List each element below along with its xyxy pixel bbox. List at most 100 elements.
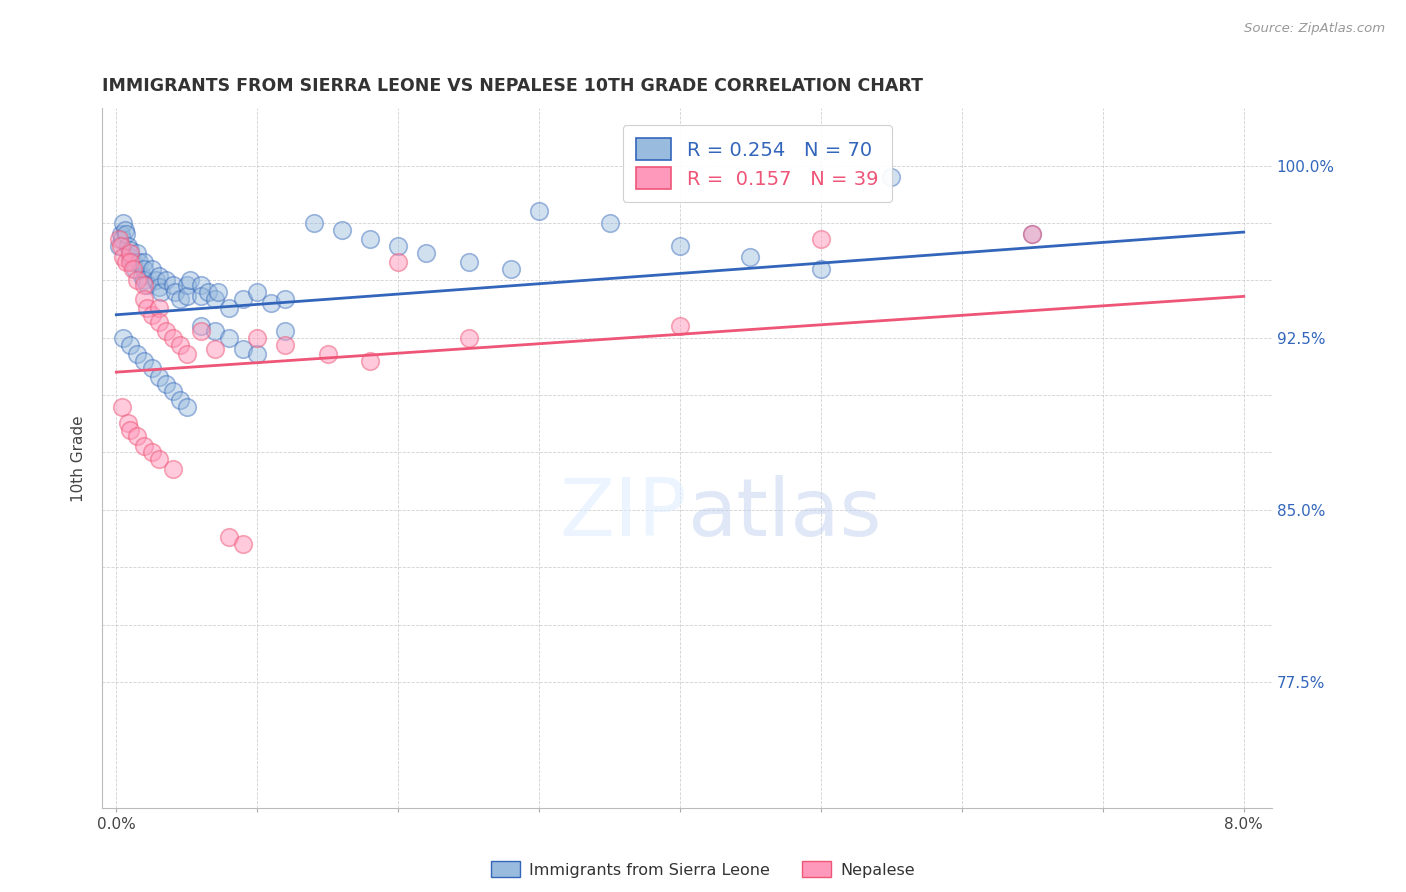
Point bbox=[120, 244, 142, 258]
Point bbox=[190, 324, 212, 338]
Point bbox=[457, 255, 479, 269]
Point bbox=[246, 285, 269, 299]
Point bbox=[740, 251, 762, 265]
Point bbox=[274, 292, 297, 306]
Point bbox=[197, 285, 219, 299]
Point bbox=[120, 251, 142, 265]
Point bbox=[122, 255, 145, 269]
Point bbox=[204, 292, 226, 306]
Point bbox=[122, 261, 145, 276]
Point bbox=[169, 392, 191, 407]
Point bbox=[111, 400, 134, 414]
Text: Source: ZipAtlas.com: Source: ZipAtlas.com bbox=[1244, 22, 1385, 36]
Point bbox=[162, 331, 184, 345]
Point bbox=[204, 324, 226, 338]
Point bbox=[148, 369, 170, 384]
Point bbox=[302, 216, 325, 230]
Point bbox=[112, 251, 135, 265]
Point bbox=[330, 223, 353, 237]
Point bbox=[127, 273, 149, 287]
Point bbox=[120, 337, 142, 351]
Point bbox=[111, 232, 134, 246]
Point bbox=[1021, 227, 1043, 242]
Point bbox=[457, 331, 479, 345]
Point bbox=[810, 261, 832, 276]
Point bbox=[112, 216, 135, 230]
Point bbox=[120, 255, 142, 269]
Text: atlas: atlas bbox=[688, 475, 882, 553]
Point bbox=[176, 289, 198, 303]
Point bbox=[148, 280, 170, 294]
Point bbox=[134, 255, 156, 269]
Point bbox=[134, 277, 156, 292]
Point bbox=[115, 227, 138, 242]
Point bbox=[131, 268, 153, 283]
Point bbox=[176, 277, 198, 292]
Point bbox=[207, 285, 229, 299]
Point bbox=[169, 337, 191, 351]
Point bbox=[669, 239, 692, 253]
Legend: Immigrants from Sierra Leone, Nepalese: Immigrants from Sierra Leone, Nepalese bbox=[485, 855, 921, 884]
Point bbox=[117, 416, 139, 430]
Point bbox=[246, 331, 269, 345]
Point bbox=[128, 255, 150, 269]
Point bbox=[162, 277, 184, 292]
Point bbox=[145, 273, 167, 287]
Point bbox=[155, 376, 177, 391]
Point bbox=[124, 261, 146, 276]
Point bbox=[127, 245, 149, 260]
Point bbox=[359, 232, 381, 246]
Legend: R = 0.254   N = 70, R =  0.157   N = 39: R = 0.254 N = 70, R = 0.157 N = 39 bbox=[623, 125, 891, 202]
Point bbox=[162, 384, 184, 398]
Point bbox=[120, 245, 142, 260]
Point bbox=[148, 301, 170, 315]
Point bbox=[155, 324, 177, 338]
Point bbox=[141, 445, 163, 459]
Point bbox=[274, 324, 297, 338]
Point bbox=[1021, 227, 1043, 242]
Point bbox=[150, 285, 173, 299]
Point bbox=[316, 347, 339, 361]
Point bbox=[387, 255, 409, 269]
Point bbox=[110, 239, 132, 253]
Point bbox=[136, 277, 159, 292]
Point bbox=[141, 261, 163, 276]
Point bbox=[499, 261, 522, 276]
Point bbox=[155, 273, 177, 287]
Point bbox=[599, 216, 621, 230]
Point bbox=[134, 292, 156, 306]
Point bbox=[148, 268, 170, 283]
Point bbox=[134, 439, 156, 453]
Point bbox=[232, 292, 254, 306]
Point bbox=[108, 239, 131, 253]
Point bbox=[232, 342, 254, 356]
Point bbox=[117, 239, 139, 253]
Point bbox=[108, 232, 131, 246]
Point bbox=[148, 315, 170, 329]
Point bbox=[112, 331, 135, 345]
Point bbox=[127, 429, 149, 443]
Point bbox=[190, 319, 212, 334]
Point bbox=[190, 277, 212, 292]
Point bbox=[136, 301, 159, 315]
Point bbox=[134, 273, 156, 287]
Point bbox=[527, 204, 550, 219]
Point bbox=[162, 461, 184, 475]
Point bbox=[232, 537, 254, 551]
Point bbox=[141, 308, 163, 322]
Point bbox=[260, 296, 283, 310]
Point bbox=[114, 223, 136, 237]
Point bbox=[218, 301, 240, 315]
Point bbox=[387, 239, 409, 253]
Point bbox=[880, 169, 903, 184]
Point bbox=[148, 452, 170, 467]
Point bbox=[169, 292, 191, 306]
Text: ZIP: ZIP bbox=[560, 475, 688, 553]
Text: IMMIGRANTS FROM SIERRA LEONE VS NEPALESE 10TH GRADE CORRELATION CHART: IMMIGRANTS FROM SIERRA LEONE VS NEPALESE… bbox=[103, 78, 924, 95]
Point bbox=[810, 232, 832, 246]
Point bbox=[218, 331, 240, 345]
Point bbox=[246, 347, 269, 361]
Point bbox=[359, 353, 381, 368]
Y-axis label: 10th Grade: 10th Grade bbox=[72, 415, 86, 501]
Point bbox=[110, 227, 132, 242]
